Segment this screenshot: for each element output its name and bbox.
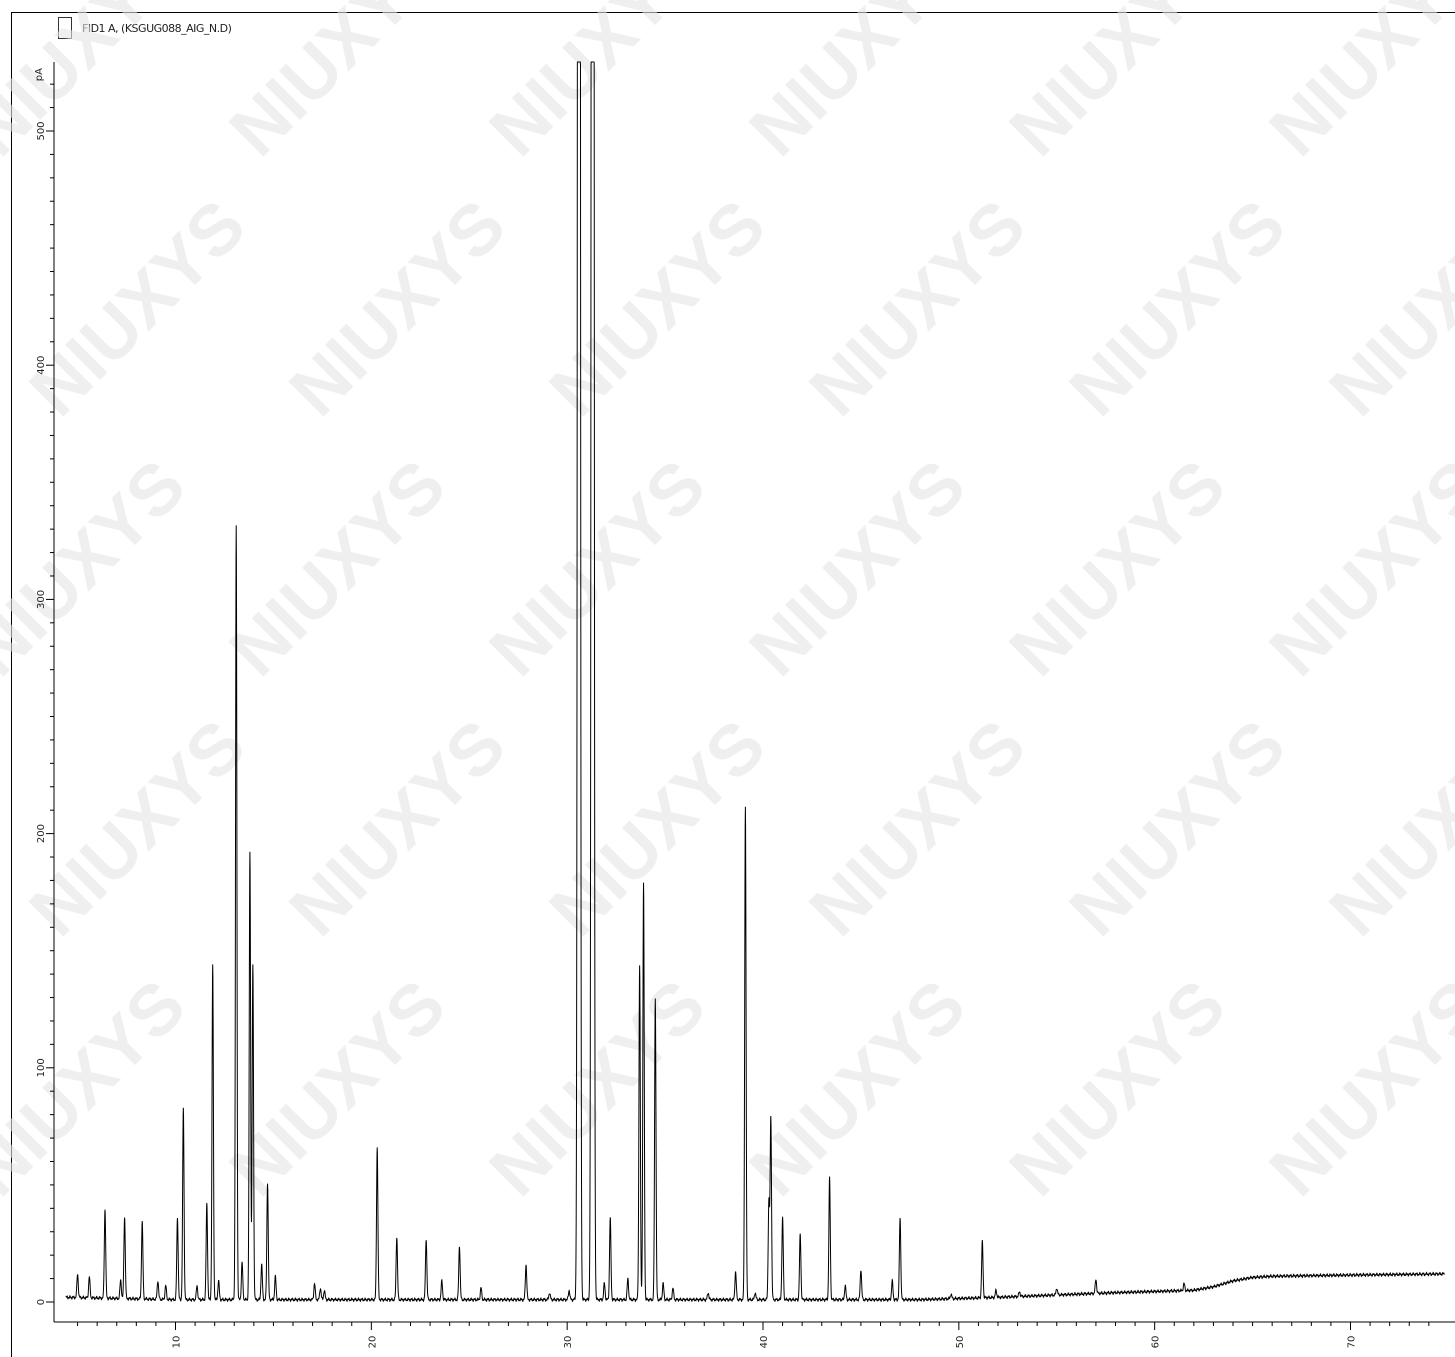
x-tick-label: 40 [759, 1336, 770, 1349]
watermark-text: NIUXYS [0, 0, 201, 171]
watermark-text: NIUXYS [1315, 185, 1455, 431]
watermark-text: NIUXYS [735, 445, 981, 691]
watermark-text: NIUXYS [735, 0, 981, 171]
watermark-text: NIUXYS [1315, 705, 1455, 951]
watermark-text: NIUXYS [475, 965, 721, 1211]
watermark-text: NIUXYS [275, 705, 521, 951]
y-tick-label: 300 [36, 590, 47, 609]
watermark-text: NIUXYS [215, 0, 461, 171]
watermark-text: NIUXYS [795, 705, 1041, 951]
legend-label: FID1 A, (KSGUG088_AIG_N.D) [82, 21, 232, 35]
watermark-text: NIUXYS [15, 705, 261, 951]
y-tick-label: 200 [36, 824, 47, 843]
watermark-text: NIUXYS [535, 185, 781, 431]
watermark-text: NIUXYS [1055, 705, 1301, 951]
watermark-text: NIUXYS [1255, 0, 1455, 171]
x-tick-label: 10 [172, 1336, 183, 1349]
watermark-text: NIUXYS [15, 185, 261, 431]
legend: FID1 A, (KSGUG088_AIG_N.D) [58, 17, 232, 39]
y-tick-label: 0 [36, 1299, 47, 1305]
watermark-text: NIUXYS [535, 705, 781, 951]
watermark-text: NIUXYS [1255, 445, 1455, 691]
x-tick-label: 50 [955, 1336, 966, 1349]
y-tick-label: 100 [36, 1058, 47, 1077]
plot-frame [11, 12, 1455, 1357]
x-tick-label: 60 [1151, 1336, 1162, 1349]
y-unit-label: pA [34, 68, 45, 81]
watermark-text: NIUXYS [795, 185, 1041, 431]
watermark-text: NIUXYS [215, 445, 461, 691]
y-tick-label: 500 [36, 121, 47, 140]
watermark-text: NIUXYS [0, 445, 201, 691]
watermark-text: NIUXYS [475, 445, 721, 691]
watermark-text: NIUXYS [995, 445, 1241, 691]
x-tick-label: 70 [1347, 1336, 1358, 1349]
watermark-text: NIUXYS [1255, 965, 1455, 1211]
watermark-text: NIUXYS [475, 0, 721, 171]
legend-checkbox[interactable] [58, 17, 72, 39]
watermark-layer: NIUXYS NIUXYS NIUXYS NIUXYS NIUXYS NIUXYSNIUX… [0, 0, 1455, 1211]
watermark-text: NIUXYS [0, 965, 201, 1211]
x-tick-label: 20 [367, 1336, 378, 1349]
watermark-text: NIUXYS [995, 0, 1241, 171]
watermark-text: NIUXYS [1055, 185, 1301, 431]
x-tick-label: 30 [563, 1336, 574, 1349]
y-tick-label: 400 [36, 356, 47, 375]
chromatogram-trace [65, 61, 1445, 1303]
axes: pA 0 100 200 300 400 500 10 20 30 40 50 60 70 [34, 62, 1455, 1348]
watermark-text: NIUXYS [995, 965, 1241, 1211]
watermark-text: NIUXYS [275, 185, 521, 431]
